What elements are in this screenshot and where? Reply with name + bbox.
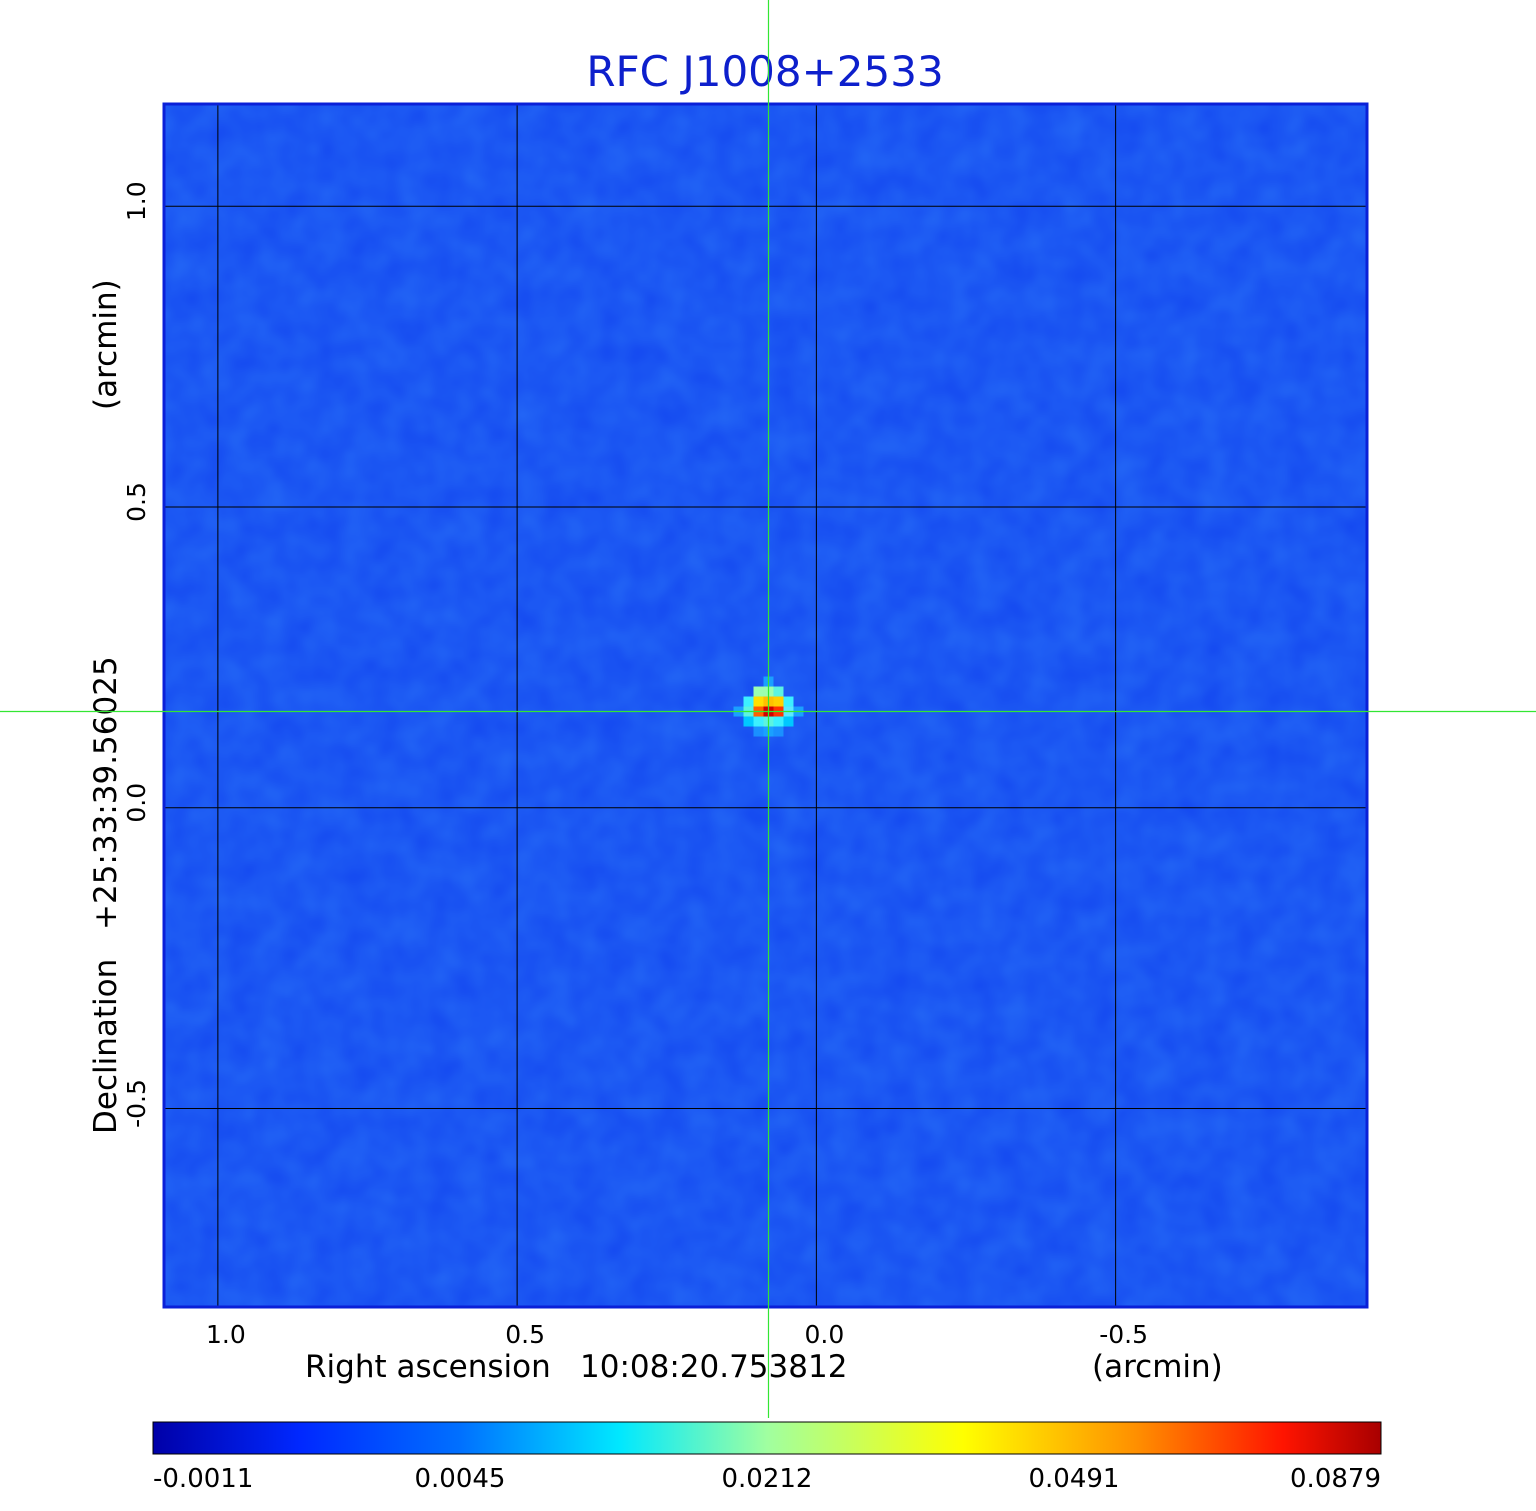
grid-lines [164, 104, 1367, 1307]
plot-area [162, 102, 1369, 1309]
x-axis-unit: (arcmin) [1092, 1349, 1223, 1385]
colorbar [152, 1421, 1382, 1455]
x-tick-label: 0.5 [505, 1320, 545, 1349]
source-pixel [743, 696, 754, 707]
x-axis-label: Right ascension 10:08:20.753812 [305, 1349, 847, 1385]
y-tick-labels: 1.0 0.5 0.0 -0.5 [122, 181, 151, 1128]
source-pixel [773, 686, 784, 697]
colorbar-tick-label: 0.0045 [415, 1464, 506, 1494]
x-tick-label: 1.0 [206, 1320, 246, 1349]
y-tick-label: 0.0 [122, 783, 151, 823]
crosshair [0, 0, 1536, 1418]
y-tick-label: 0.5 [122, 482, 151, 522]
colorbar-tick-label: -0.0011 [153, 1464, 253, 1494]
plot-frame [162, 102, 1369, 1309]
y-axis-label-prefix: Declination [88, 959, 124, 1134]
y-axis-label: Declination +25:33:39.56025 [88, 656, 124, 1134]
y-axis-label-value: +25:33:39.56025 [88, 656, 124, 930]
colorbar-tick-label: 0.0879 [1290, 1464, 1381, 1494]
x-tick-labels: 1.0 0.5 0.0 -0.5 [206, 1320, 1148, 1349]
source-pixel [753, 716, 764, 727]
colorbar-tick-labels: -0.0011 0.0045 0.0212 0.0491 0.0879 [153, 1464, 1381, 1494]
x-tick-label: -0.5 [1099, 1320, 1148, 1349]
source-pixel [753, 726, 764, 737]
y-axis-unit: (arcmin) [88, 279, 124, 410]
source-pixel [773, 726, 784, 737]
colorbar-tick-label: 0.0491 [1029, 1464, 1120, 1494]
source-pixel [783, 696, 794, 707]
source-pixel [753, 696, 764, 707]
chart-title: RFC J1008+2533 [586, 47, 943, 96]
source-pixel [773, 716, 784, 727]
x-axis-label-value: 10:08:20.753812 [580, 1349, 847, 1385]
colorbar-tick-label: 0.0212 [722, 1464, 813, 1494]
x-tick-label: 0.0 [804, 1320, 844, 1349]
source-pixel [773, 696, 784, 707]
source-pixel [743, 716, 754, 727]
y-tick-label: -0.5 [122, 1079, 151, 1128]
source-pixel [753, 686, 764, 697]
x-axis-label-prefix: Right ascension [305, 1349, 551, 1385]
y-tick-label: 1.0 [122, 181, 151, 221]
source-pixel [783, 716, 794, 727]
